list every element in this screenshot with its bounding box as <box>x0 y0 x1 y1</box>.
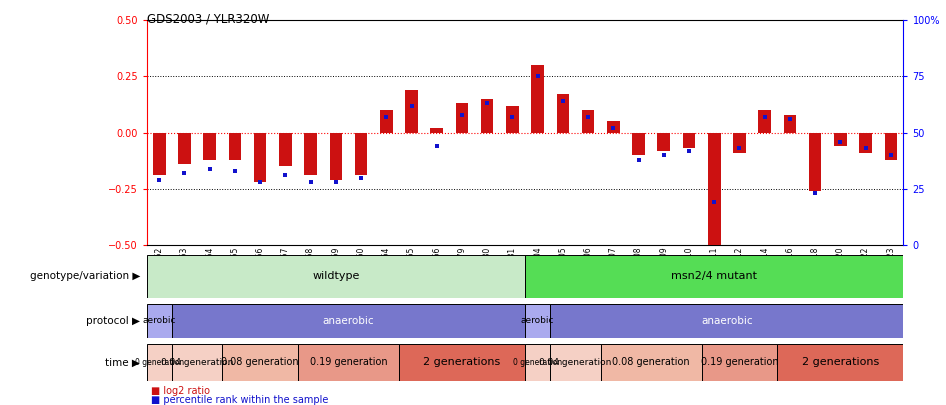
Text: 0 generation: 0 generation <box>513 358 562 367</box>
Bar <box>279 133 291 166</box>
Bar <box>147 304 172 338</box>
Bar <box>298 344 399 381</box>
Text: 0.19 generation: 0.19 generation <box>701 358 779 367</box>
Bar <box>859 133 872 153</box>
Bar <box>506 106 518 133</box>
Text: time ▶: time ▶ <box>105 358 140 367</box>
Text: 0.04 generation: 0.04 generation <box>161 358 234 367</box>
Text: 0.04 generation: 0.04 generation <box>539 358 612 367</box>
Bar <box>551 344 601 381</box>
Bar <box>809 133 821 191</box>
Text: 2 generations: 2 generations <box>424 358 500 367</box>
Bar <box>203 133 216 160</box>
Bar <box>405 90 418 133</box>
Bar <box>481 99 494 133</box>
Bar <box>632 133 645 155</box>
Text: 0 generation: 0 generation <box>134 358 184 367</box>
Bar <box>556 94 569 133</box>
Bar <box>178 133 191 164</box>
Text: anaerobic: anaerobic <box>323 316 375 326</box>
Bar <box>532 65 544 133</box>
Bar <box>551 304 903 338</box>
Bar <box>222 344 298 381</box>
Bar <box>702 344 778 381</box>
Bar <box>399 344 525 381</box>
Bar <box>329 133 342 180</box>
Bar <box>172 344 222 381</box>
Bar <box>305 133 317 175</box>
Bar <box>525 344 551 381</box>
Text: ■ percentile rank within the sample: ■ percentile rank within the sample <box>151 395 329 405</box>
Text: 0.08 generation: 0.08 generation <box>612 358 690 367</box>
Bar <box>778 344 903 381</box>
Text: 2 generations: 2 generations <box>802 358 879 367</box>
Text: 0.08 generation: 0.08 generation <box>221 358 299 367</box>
Bar <box>254 133 267 182</box>
Text: msn2/4 mutant: msn2/4 mutant <box>672 271 757 281</box>
Bar <box>708 133 721 245</box>
Bar <box>355 133 367 175</box>
Bar <box>733 133 745 153</box>
Bar <box>147 255 525 298</box>
Bar <box>172 304 525 338</box>
Bar <box>147 344 172 381</box>
Bar <box>601 344 702 381</box>
Text: ■ log2 ratio: ■ log2 ratio <box>151 386 210 396</box>
Bar <box>380 110 393 133</box>
Bar <box>607 122 620 133</box>
Text: aerobic: aerobic <box>521 316 554 326</box>
Bar <box>525 255 903 298</box>
Text: GDS2003 / YLR320W: GDS2003 / YLR320W <box>147 12 269 25</box>
Text: aerobic: aerobic <box>143 316 176 326</box>
Bar <box>657 133 670 151</box>
Bar <box>430 128 443 133</box>
Text: protocol ▶: protocol ▶ <box>86 316 140 326</box>
Text: genotype/variation ▶: genotype/variation ▶ <box>29 271 140 281</box>
Bar <box>229 133 241 160</box>
Bar <box>683 133 695 148</box>
Bar <box>456 103 468 133</box>
Bar <box>153 133 166 175</box>
Bar <box>834 133 847 146</box>
Text: wildtype: wildtype <box>312 271 359 281</box>
Bar <box>885 133 897 160</box>
Text: 0.19 generation: 0.19 generation <box>309 358 387 367</box>
Bar <box>525 304 551 338</box>
Bar <box>783 115 797 133</box>
Bar <box>582 110 594 133</box>
Bar <box>759 110 771 133</box>
Text: anaerobic: anaerobic <box>701 316 753 326</box>
